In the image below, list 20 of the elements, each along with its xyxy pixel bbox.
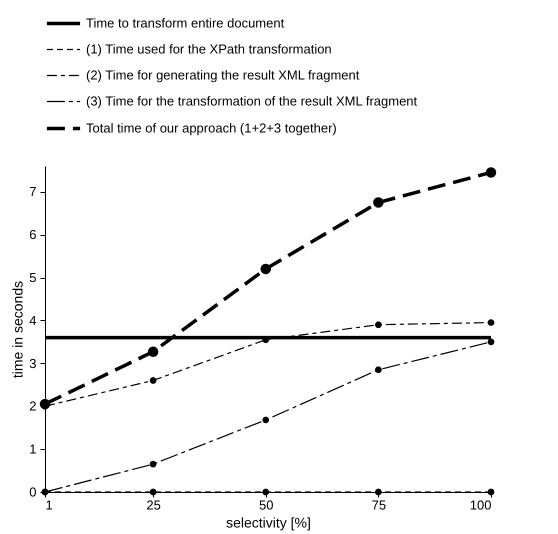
- legend-label: (1) Time used for the XPath transformation: [86, 42, 332, 56]
- y-tick-label: 3: [29, 356, 36, 371]
- y-tick-label: 6: [29, 227, 36, 242]
- y-axis-title: time in seconds: [9, 280, 26, 378]
- x-tick-label: 25: [146, 498, 161, 512]
- x-tick-label: 50: [259, 498, 274, 512]
- x-tick-label: 100: [470, 498, 492, 512]
- x-tick-label: 1: [46, 498, 53, 512]
- legend-label: (2) Time for generating the result XML fragment: [86, 68, 360, 82]
- y-tick-label: 5: [29, 270, 36, 286]
- legend-label: (3) Time for the transformation of the result XML fragment: [86, 94, 418, 108]
- y-tick-label: 1: [29, 442, 36, 457]
- x-axis-title: selectivity [%]: [226, 514, 311, 530]
- y-tick-label: 0: [29, 484, 36, 500]
- y-tick-label: 2: [29, 398, 36, 414]
- x-tick-label: 75: [372, 498, 386, 512]
- legend-label: Time to transform entire document: [86, 16, 285, 30]
- y-tick-label: 4: [29, 312, 36, 328]
- legend-label: Total time of our approach (1+2+3 together): [86, 120, 337, 136]
- y-tick-label: 7: [29, 184, 36, 200]
